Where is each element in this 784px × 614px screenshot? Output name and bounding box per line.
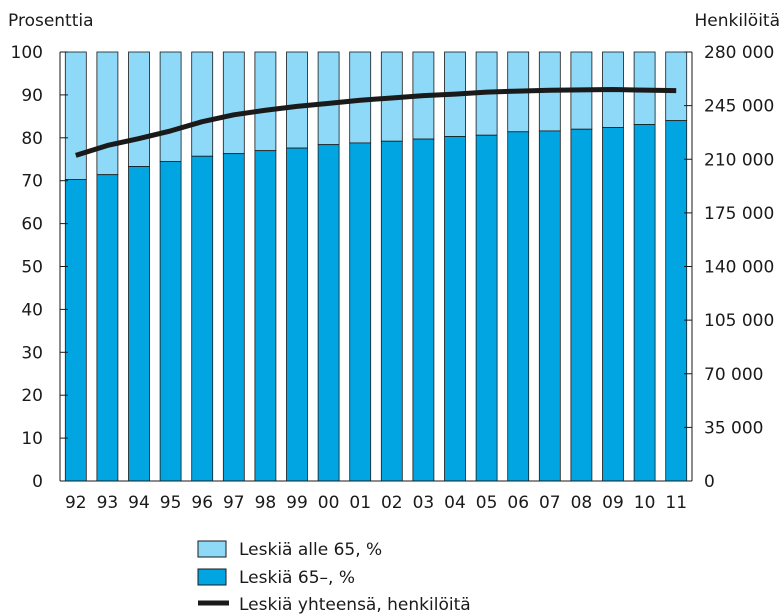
bar-65plus-06 — [507, 131, 530, 482]
bar-65plus-07 — [538, 130, 561, 482]
left-tick-label: 20 — [21, 386, 43, 406]
left-tick-label: 70 — [21, 172, 43, 192]
x-tick-label: 97 — [223, 493, 245, 513]
left-axis-title: Prosenttia — [8, 11, 94, 31]
bar-under65-99 — [286, 51, 308, 149]
bar-65plus-08 — [570, 128, 593, 482]
left-tick-label: 0 — [32, 472, 43, 492]
x-tick-label: 06 — [507, 493, 529, 513]
x-tick-label: 99 — [286, 493, 308, 513]
bar-under65-98 — [254, 51, 277, 152]
right-tick-label: 105 000 — [704, 311, 774, 331]
bar-under65-11 — [665, 51, 688, 122]
right-tick-label: 70 000 — [704, 365, 763, 385]
legend-swatch-under65 — [197, 540, 227, 558]
x-tick-label: 02 — [381, 493, 403, 513]
right-tick-label: 280 000 — [704, 43, 774, 63]
x-tick-label: 98 — [255, 493, 277, 513]
x-tick-label: 04 — [444, 493, 466, 513]
right-tick-label: 35 000 — [704, 418, 763, 438]
total-line-group — [75, 87, 677, 158]
left-tick-label: 10 — [21, 429, 43, 449]
bar-65plus-99 — [286, 147, 308, 482]
bar-under65-92 — [64, 51, 87, 180]
x-tick-label: 11 — [665, 493, 687, 513]
x-tick-label: 92 — [65, 493, 87, 513]
x-tick-label: 07 — [539, 493, 561, 513]
bar-65plus-93 — [96, 174, 119, 482]
left-tick-label: 80 — [21, 129, 43, 149]
right-tick-label: 175 000 — [704, 204, 774, 224]
bar-65plus-95 — [159, 160, 182, 482]
x-tick-label: 00 — [318, 493, 340, 513]
x-tick-label: 05 — [476, 493, 498, 513]
right-tick-label: 0 — [704, 472, 715, 492]
bar-under65-97 — [222, 51, 245, 155]
bar-65plus-97 — [222, 153, 245, 482]
left-tick-label: 90 — [21, 86, 43, 106]
bar-65plus-00 — [317, 144, 340, 482]
bar-65plus-09 — [602, 127, 624, 482]
bar-65plus-05 — [475, 134, 498, 482]
bar-under65-95 — [159, 51, 182, 162]
bar-65plus-03 — [412, 138, 435, 482]
bar-65plus-04 — [444, 136, 466, 482]
bar-65plus-92 — [64, 179, 87, 482]
bar-65plus-10 — [633, 124, 656, 482]
x-tick-label: 93 — [97, 493, 119, 513]
left-tick-label: 30 — [21, 343, 43, 363]
x-tick-label: 03 — [413, 493, 435, 513]
left-tick-label: 50 — [21, 258, 43, 278]
legend-label-65plus: Leskiä 65–, % — [239, 568, 355, 588]
right-axis-title: Henkilöitä — [694, 11, 780, 31]
x-tick-label: 96 — [191, 493, 213, 513]
bar-65plus-02 — [380, 140, 403, 482]
left-tick-label: 100 — [11, 43, 43, 63]
legend-label-total: Leskiä yhteensä, henkilöitä — [239, 595, 471, 614]
bar-under65-00 — [317, 51, 340, 146]
axes-group — [59, 51, 693, 482]
x-tick-label: 09 — [602, 493, 624, 513]
left-tick-label: 40 — [21, 300, 43, 320]
bars-group — [64, 51, 688, 482]
x-tick-label: 94 — [128, 493, 150, 513]
x-tick-label: 10 — [634, 493, 656, 513]
bar-65plus-94 — [128, 166, 150, 482]
bar-65plus-96 — [191, 155, 214, 482]
tick-labels-group: 92 93 94 95 96 97 98 99 00 01 02 03 04 05 06 07 08 09 10 11… — [11, 43, 775, 513]
bar-65plus-01 — [349, 142, 372, 482]
legend-label-under65: Leskiä alle 65, % — [239, 540, 382, 560]
right-tick-label: 140 000 — [704, 258, 774, 278]
legend: Leskiä alle 65, % Leskiä 65–, % Leskiä y… — [197, 540, 471, 614]
legend-swatch-65plus — [197, 568, 227, 586]
bar-under65-96 — [191, 51, 214, 157]
bar-65plus-11 — [665, 120, 688, 482]
bar-under65-93 — [96, 51, 119, 176]
right-tick-label: 245 000 — [704, 97, 774, 117]
bar-65plus-98 — [254, 150, 277, 482]
x-tick-label: 95 — [160, 493, 182, 513]
right-tick-label: 210 000 — [704, 150, 774, 170]
series-line-total — [75, 87, 677, 158]
bar-under65-94 — [128, 51, 150, 167]
x-tick-label: 01 — [349, 493, 371, 513]
left-tick-label: 60 — [21, 215, 43, 235]
x-tick-label: 08 — [571, 493, 593, 513]
